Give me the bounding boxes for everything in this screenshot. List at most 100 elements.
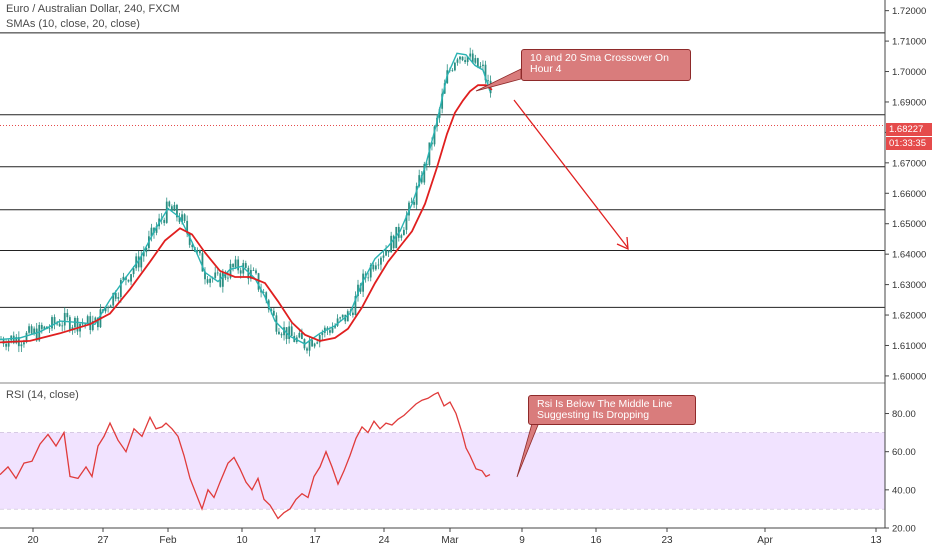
candle-body <box>191 244 194 248</box>
candle-body <box>270 309 273 311</box>
candle <box>484 60 487 84</box>
candle <box>479 62 482 69</box>
candle-body <box>30 326 33 334</box>
current-price-tag: 1.68227 <box>886 123 932 136</box>
candle-body <box>91 321 94 330</box>
rsi-indicator-label[interactable]: RSI (14, close) <box>6 389 79 401</box>
price-tick-label: 1.70000 <box>892 67 926 78</box>
candle-body <box>413 201 415 205</box>
candle <box>336 314 339 327</box>
candle-body <box>334 325 336 328</box>
candle-body <box>81 323 84 325</box>
candle <box>459 56 461 64</box>
candle-body <box>247 267 250 279</box>
price-tick-label: 1.69000 <box>892 97 926 108</box>
candle-body <box>387 250 390 253</box>
candle-body <box>272 310 275 316</box>
candle <box>395 226 398 249</box>
candle-body <box>318 335 321 343</box>
candle-body <box>132 268 135 275</box>
candle-body <box>311 340 313 347</box>
candle-body <box>438 108 441 118</box>
candle <box>285 327 288 345</box>
candle-body <box>145 248 148 253</box>
candle <box>130 273 132 286</box>
candle-body <box>339 317 342 319</box>
rsi-tick-label: 40.00 <box>892 485 916 496</box>
candle <box>61 320 64 332</box>
price-tick-label: 1.72000 <box>892 6 926 17</box>
candle-body <box>216 272 219 274</box>
candle <box>403 226 405 236</box>
rsi-note[interactable]: Rsi Is Below The Middle Line Suggesting … <box>528 395 696 425</box>
candle-body <box>336 318 339 326</box>
candle-body <box>239 270 242 274</box>
candle <box>471 49 474 64</box>
candle <box>352 307 354 318</box>
candle-body <box>403 229 405 236</box>
candle <box>163 217 166 226</box>
candle-body <box>122 276 125 281</box>
candle-body <box>181 214 183 223</box>
candle <box>53 314 56 330</box>
candle-body <box>155 226 158 233</box>
candle-body <box>53 317 56 325</box>
candle-body <box>35 328 38 341</box>
candle <box>76 315 79 336</box>
candle <box>214 266 217 281</box>
candle <box>415 182 418 210</box>
time-tick-label: 13 <box>870 535 882 546</box>
rsi-tick-label: 80.00 <box>892 409 916 420</box>
candle <box>278 327 280 335</box>
candle-body <box>43 326 46 329</box>
candle <box>385 245 387 257</box>
candle <box>380 256 382 271</box>
candle-body <box>301 332 303 340</box>
candle <box>377 258 380 270</box>
price-tick-label: 1.60000 <box>892 371 926 382</box>
candle <box>316 340 319 345</box>
rsi-band <box>0 432 885 509</box>
candle-body <box>313 343 316 347</box>
candle <box>288 321 291 344</box>
candle <box>372 262 375 272</box>
candle-body <box>199 250 201 254</box>
candle-body <box>140 256 143 268</box>
candle <box>464 56 466 65</box>
candle <box>250 264 252 282</box>
candle <box>362 269 364 297</box>
sma-crossover-note[interactable]: 10 and 20 Sma Crossover On Hour 4 <box>521 49 691 81</box>
candle <box>313 342 316 349</box>
candle <box>428 142 431 167</box>
candle-body <box>385 250 387 256</box>
downtrend-arrowhead <box>616 236 629 251</box>
candle-body <box>275 315 278 332</box>
candle <box>199 249 201 256</box>
candle-body <box>482 64 484 67</box>
candle <box>30 324 33 335</box>
candle-body <box>244 263 247 268</box>
candle-body <box>487 80 489 82</box>
candle-body <box>214 272 217 278</box>
candle <box>456 57 459 66</box>
candle-body <box>209 278 211 283</box>
candle-body <box>224 272 227 279</box>
time-tick-label: 23 <box>661 535 673 546</box>
candle-body <box>178 217 181 223</box>
time-tick-label: 9 <box>519 535 525 546</box>
candle-body <box>476 58 479 68</box>
rsi-line <box>0 391 491 520</box>
candle-body <box>255 270 257 274</box>
candle-body <box>232 263 234 268</box>
time-tick-label: Feb <box>159 535 177 546</box>
candle-body <box>109 305 112 308</box>
candle-body <box>288 326 291 339</box>
candle <box>354 291 357 316</box>
sma-indicator-label[interactable]: SMAs (10, close, 20, close) <box>6 18 140 30</box>
candle-body <box>278 331 280 335</box>
candle <box>107 305 109 313</box>
candle-body <box>173 204 176 211</box>
candle <box>413 199 415 208</box>
candle <box>234 255 237 270</box>
